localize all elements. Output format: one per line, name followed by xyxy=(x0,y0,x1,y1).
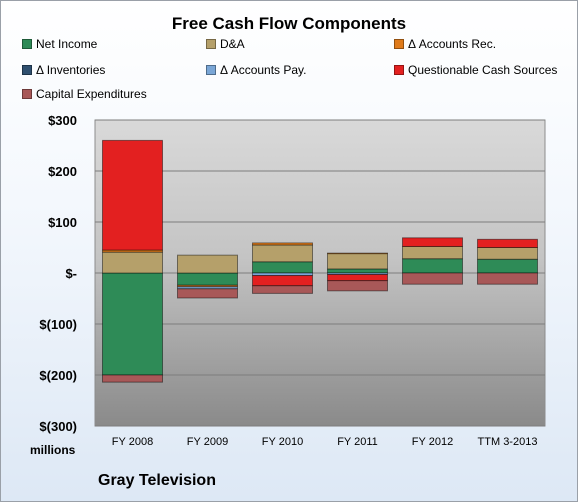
bar-segment xyxy=(102,139,163,251)
legend-swatch xyxy=(22,39,32,49)
legend-label: D&A xyxy=(220,37,245,51)
legend-label: Questionable Cash Sources xyxy=(408,63,558,77)
legend-label: Capital Expenditures xyxy=(36,87,147,101)
bar-segment xyxy=(252,261,313,274)
legend-item: Δ Accounts Pay. xyxy=(206,63,307,77)
legend-item: Questionable Cash Sources xyxy=(394,63,557,77)
bar-segment xyxy=(102,251,163,274)
legend-swatch xyxy=(394,65,404,75)
legend-item: Net Income xyxy=(22,37,97,51)
y-tick-label: $300 xyxy=(48,113,77,128)
y-tick-label: $(200) xyxy=(39,368,77,383)
legend-label: Δ Accounts Pay. xyxy=(220,63,307,77)
bar-segment xyxy=(102,249,163,253)
bar-segment xyxy=(177,288,238,299)
bar-segment xyxy=(477,258,538,274)
x-axis-labels: FY 2008 FY 2009 FY 2010 FY 2011 FY 2012 TTM 3… xyxy=(112,436,538,448)
bar-segment xyxy=(402,272,463,285)
x-tick-label: FY 2011 xyxy=(337,436,378,448)
x-tick-label: FY 2012 xyxy=(412,436,453,448)
bar-segment xyxy=(402,245,463,260)
gridlines xyxy=(95,119,545,427)
bar-segment xyxy=(327,252,388,255)
bar-segment xyxy=(252,244,313,263)
bar-segment xyxy=(177,254,238,274)
legend-item: Δ Inventories xyxy=(22,63,105,77)
bar-segment xyxy=(252,285,313,294)
y-tick-label: $100 xyxy=(48,215,77,230)
y-tick-label: $(300) xyxy=(39,419,77,434)
bar-segment xyxy=(177,272,238,286)
chart-title: Free Cash Flow Components xyxy=(171,14,407,33)
legend-swatch xyxy=(394,39,404,49)
bar-segment xyxy=(477,238,538,248)
legend-swatch xyxy=(22,65,32,75)
x-tick-label: FY 2009 xyxy=(187,436,228,448)
bar-segment xyxy=(402,237,463,247)
bar-segment xyxy=(102,374,163,383)
legend-item: Δ Accounts Rec. xyxy=(394,37,496,51)
bar-segment xyxy=(477,247,538,260)
x-tick-label: FY 2010 xyxy=(262,436,303,448)
bar-segment xyxy=(477,272,538,285)
bar-segment xyxy=(102,272,163,376)
y-axis-labels: $300 $200 $100 $- $(100) $(200) $(300) xyxy=(39,113,77,434)
x-tick-label: TTM 3-2013 xyxy=(478,436,538,448)
bar-segment xyxy=(327,274,388,282)
bar-segment xyxy=(252,275,313,287)
company-name: Gray Television xyxy=(98,472,216,489)
legend-label: Δ Accounts Rec. xyxy=(408,37,497,51)
y-tick-label: $(100) xyxy=(39,317,77,332)
x-tick-label: FY 2008 xyxy=(112,436,153,448)
legend-label: Net Income xyxy=(36,37,98,51)
bar-segment xyxy=(327,280,388,292)
bar-segment xyxy=(327,253,388,270)
y-tick-label: $200 xyxy=(48,164,77,179)
bar-segment xyxy=(252,242,313,246)
legend-item: D&A xyxy=(206,37,245,51)
bar-stacks xyxy=(102,139,538,383)
legend-swatch xyxy=(206,65,216,75)
unit-label: millions xyxy=(30,443,76,457)
y-tick-label: $- xyxy=(65,266,77,281)
legend-label: Δ Inventories xyxy=(36,63,106,77)
legend-swatch xyxy=(22,89,32,99)
bar-segment xyxy=(327,268,388,274)
legend-item: Capital Expenditures xyxy=(22,87,147,101)
legend-swatch xyxy=(206,39,216,49)
bar-segment xyxy=(402,258,463,274)
